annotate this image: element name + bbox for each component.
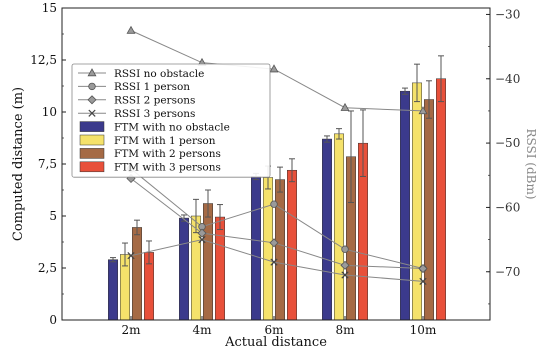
y-tick-label-left: 15 — [42, 1, 57, 15]
legend-marker-x — [88, 109, 96, 117]
y-tick-label-right: −40 — [495, 72, 520, 86]
bar-2-8m — [334, 133, 344, 321]
bar-1-8m — [322, 138, 332, 321]
legend-label: FTM with no obstacle — [114, 121, 230, 133]
legend-label: FTM with 1 person — [114, 135, 216, 147]
bar-3-10m — [424, 99, 434, 321]
bar-layer — [108, 55, 446, 321]
legend-bar-swatch — [79, 134, 105, 146]
y-tick-label-left: 2,5 — [38, 261, 57, 275]
y-tick-label-left: 7,5 — [38, 157, 57, 171]
y-tick-label-left: 5 — [49, 209, 57, 223]
y-tick-label-left: 0 — [49, 313, 57, 327]
y-tick-label-right: −30 — [495, 7, 520, 21]
x-axis-title: Actual distance — [224, 335, 327, 350]
legend-bar-swatch — [79, 148, 105, 159]
rssi-point-1-6m — [269, 64, 279, 73]
legend-label: RSSI no obstacle — [114, 68, 204, 80]
legend-bar-swatch — [79, 161, 105, 173]
rssi-point-3-6m — [269, 238, 279, 248]
axes-layer: 0 2,5 5 7,5 10 12,5 15 −70 −60 −50 −40 −30 2m 4m 6m 8m 1… — [30, 1, 520, 337]
y-tick-label-right: −50 — [495, 136, 520, 150]
legend-marker-circle — [88, 82, 96, 91]
legend-label: FTM with 3 persons — [114, 162, 221, 174]
y-axis-title-right: RSSI (dBm) — [524, 128, 538, 199]
y-tick-label-right: −60 — [495, 200, 520, 214]
bar-1-4m — [179, 217, 189, 321]
y-tick-label-right: −70 — [495, 265, 520, 279]
x-tick-label: 8m — [335, 323, 355, 337]
x-tick-label: 10m — [410, 323, 437, 337]
bar-1-10m — [400, 90, 410, 321]
rssi-point-2-6m — [270, 200, 278, 208]
x-tick-label: 4m — [192, 323, 212, 337]
rssi-point-4-8m — [341, 271, 349, 279]
bar-1-6m — [251, 176, 261, 321]
legend-label: RSSI 1 person — [114, 81, 190, 93]
bar-4-4m — [215, 216, 225, 321]
legend-label: FTM with 2 persons — [114, 148, 221, 160]
rssi-point-4-6m — [270, 258, 278, 266]
x-tick-label: 6m — [264, 323, 284, 337]
rssi-point-3-10m — [418, 263, 428, 274]
legend-bar-swatch — [79, 121, 105, 132]
rssi-point-4-2m — [127, 252, 135, 260]
bar-4-10m — [436, 78, 446, 321]
bar-3-2m — [132, 227, 142, 321]
rssi-point-1-10m — [418, 106, 428, 115]
rssi-point-3-4m — [197, 228, 207, 238]
rssi-point-3-8m — [340, 260, 350, 270]
legend-marker-triangle — [87, 68, 97, 77]
bar-3-4m — [203, 203, 213, 321]
y-tick-label-left: 12,5 — [30, 53, 57, 67]
rssi-point-4-10m — [419, 277, 427, 286]
legend-label: RSSI 2 persons — [114, 95, 195, 107]
y-tick-label-left: 10 — [42, 105, 57, 119]
legend-marker-diamond — [87, 95, 97, 105]
rssi-point-4-4m — [198, 235, 206, 244]
y-axis-title-left: Computed distance (m) — [11, 87, 26, 241]
bar-3-6m — [275, 179, 285, 321]
legend-label: RSSI 3 persons — [114, 108, 195, 120]
bar-1-2m — [108, 259, 118, 321]
rssi-point-1-2m — [126, 25, 136, 34]
bar-2-6m — [263, 177, 273, 321]
rssi-point-2-8m — [341, 245, 349, 253]
legend-box — [71, 63, 271, 178]
bar-4-6m — [287, 169, 297, 321]
x-tick-label: 2m — [121, 323, 141, 337]
rssi-point-1-8m — [340, 102, 350, 111]
